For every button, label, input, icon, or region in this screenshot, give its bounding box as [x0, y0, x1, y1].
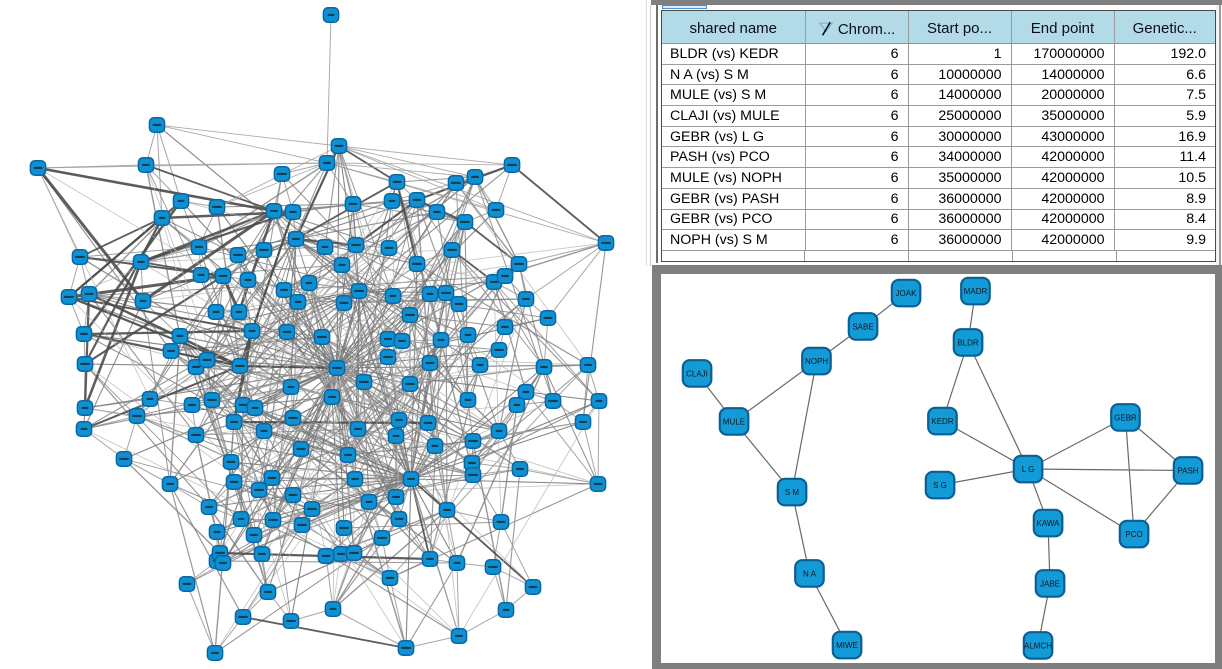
svg-text:KAWA: KAWA [1037, 519, 1061, 528]
svg-text:MADR: MADR [964, 287, 988, 296]
svg-text:BLDR: BLDR [957, 339, 979, 348]
svg-text:PCO: PCO [1125, 530, 1142, 539]
svg-text:S M: S M [785, 488, 800, 497]
svg-text:CLAJI: CLAJI [686, 370, 708, 379]
svg-text:MULE: MULE [723, 418, 745, 427]
svg-text:NOPH: NOPH [805, 357, 828, 366]
svg-text:PASH: PASH [1177, 467, 1198, 476]
svg-text:S G: S G [933, 481, 947, 490]
svg-text:GEBR: GEBR [1114, 414, 1137, 423]
svg-text:SABE: SABE [852, 323, 873, 332]
svg-text:N A: N A [803, 570, 817, 579]
svg-text:JOAK: JOAK [896, 289, 918, 298]
svg-text:ALMCH: ALMCH [1024, 642, 1052, 651]
svg-text:MIWE: MIWE [836, 641, 858, 650]
svg-text:JABE: JABE [1040, 580, 1060, 589]
svg-text:KEDR: KEDR [931, 417, 953, 426]
svg-text:L G: L G [1022, 465, 1035, 474]
